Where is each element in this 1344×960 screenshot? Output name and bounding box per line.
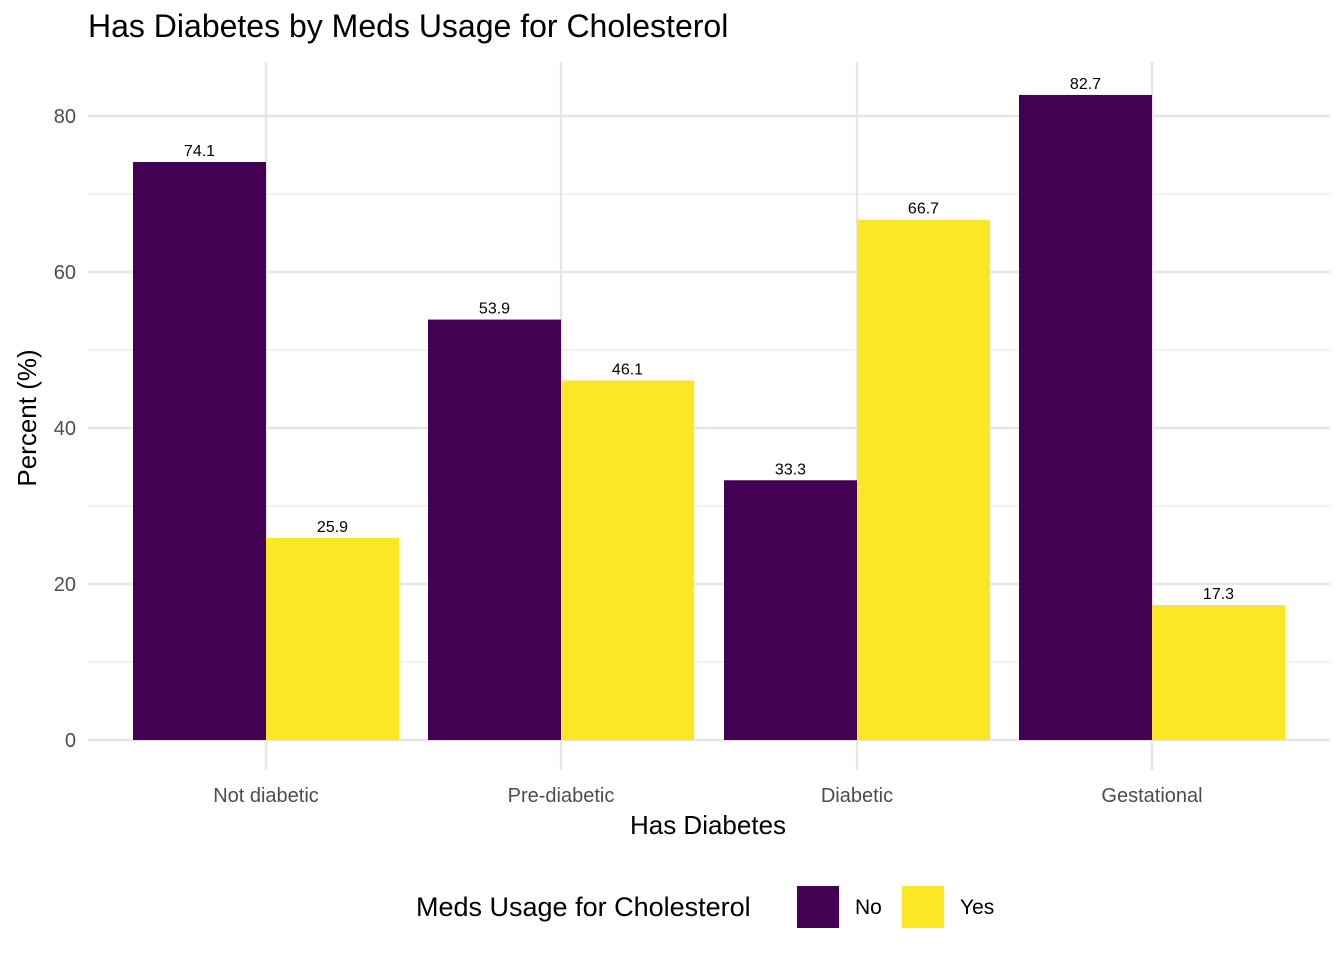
y-axis-title: Percent (%) — [12, 349, 42, 486]
y-tick-label: 20 — [54, 574, 76, 596]
data-label: 17.3 — [1203, 586, 1234, 603]
data-label: 82.7 — [1070, 76, 1101, 93]
bar-yes-3 — [1152, 605, 1285, 740]
x-tick-label: Gestational — [1101, 785, 1202, 807]
legend-title: Meds Usage for Cholesterol — [416, 892, 751, 922]
x-axis-title: Has Diabetes — [630, 810, 786, 840]
data-labels: 74.1 53.9 33.3 82.7 25.9 46.1 66.7 17.3 — [184, 76, 1234, 603]
bar-no-2 — [724, 480, 857, 740]
bar-no-0 — [133, 162, 266, 740]
y-tick-label: 80 — [54, 106, 76, 128]
bar-no-1 — [428, 319, 561, 740]
legend-label-yes: Yes — [960, 896, 995, 919]
y-tick-label: 40 — [54, 418, 76, 440]
y-tick-label: 60 — [54, 262, 76, 284]
legend-key-no — [797, 886, 839, 928]
data-label: 33.3 — [775, 461, 806, 478]
bar-yes-0 — [266, 537, 399, 740]
legend: Meds Usage for Cholesterol No Yes — [0, 884, 1344, 934]
x-tick-label: Diabetic — [821, 785, 893, 807]
x-tick-labels: Not diabetic Pre-diabetic Diabetic Gestatio… — [213, 785, 1202, 807]
data-label: 66.7 — [908, 201, 939, 218]
y-tick-labels: 0 20 40 60 80 — [54, 106, 76, 752]
bar-yes-1 — [561, 380, 694, 740]
data-label: 53.9 — [479, 301, 510, 318]
bar-yes-2 — [857, 219, 990, 741]
data-label: 74.1 — [184, 143, 215, 160]
y-tick-label: 0 — [65, 730, 76, 752]
data-label: 46.1 — [612, 361, 643, 378]
chart-title: Has Diabetes by Meds Usage for Cholester… — [88, 8, 729, 44]
bar-no-3 — [1019, 94, 1152, 740]
legend-label-no: No — [855, 896, 882, 919]
bars — [133, 94, 1285, 741]
legend-key-yes — [902, 886, 944, 928]
data-label: 25.9 — [317, 519, 348, 536]
x-tick-label: Pre-diabetic — [508, 785, 615, 807]
x-tick-label: Not diabetic — [213, 785, 319, 807]
